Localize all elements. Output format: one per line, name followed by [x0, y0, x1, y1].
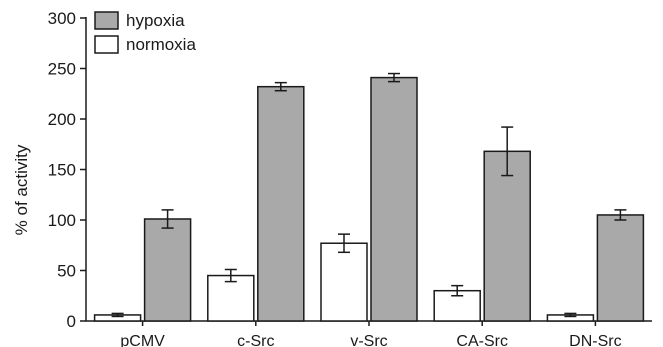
y-tick-label: 150: [48, 161, 76, 180]
x-category-label: DN-Src: [569, 333, 621, 347]
y-tick-label: 100: [48, 211, 76, 230]
x-category-label: pCMV: [120, 333, 165, 347]
y-tick-label: 0: [67, 312, 76, 331]
x-category-label: v-Src: [350, 333, 387, 347]
plot-area: 0 50 100 150 200 250 300 pCMV c-Src v-Src CA-Src DN…: [48, 9, 652, 347]
bar-normoxia: [320, 242, 368, 322]
bar-hypoxia: [596, 214, 645, 322]
legend-swatch-normoxia: [94, 35, 119, 54]
bar-hypoxia: [257, 85, 305, 322]
bar-hypoxia: [370, 76, 418, 322]
legend-label-hypoxia: hypoxia: [126, 11, 185, 30]
y-tick-label: 300: [48, 9, 76, 28]
bar-hypoxia: [483, 150, 531, 322]
y-axis-title: % of activity: [12, 144, 31, 235]
y-tick-label: 50: [57, 262, 76, 281]
bar-normoxia: [207, 274, 255, 322]
bar-hypoxia: [143, 218, 192, 322]
x-category-label: CA-Src: [456, 333, 508, 347]
legend-swatch-hypoxia: [94, 11, 119, 30]
legend-label-normoxia: normoxia: [126, 35, 196, 54]
y-tick-label: 250: [48, 60, 76, 79]
y-tick-label: 200: [48, 110, 76, 129]
x-category-label: c-Src: [237, 333, 274, 347]
